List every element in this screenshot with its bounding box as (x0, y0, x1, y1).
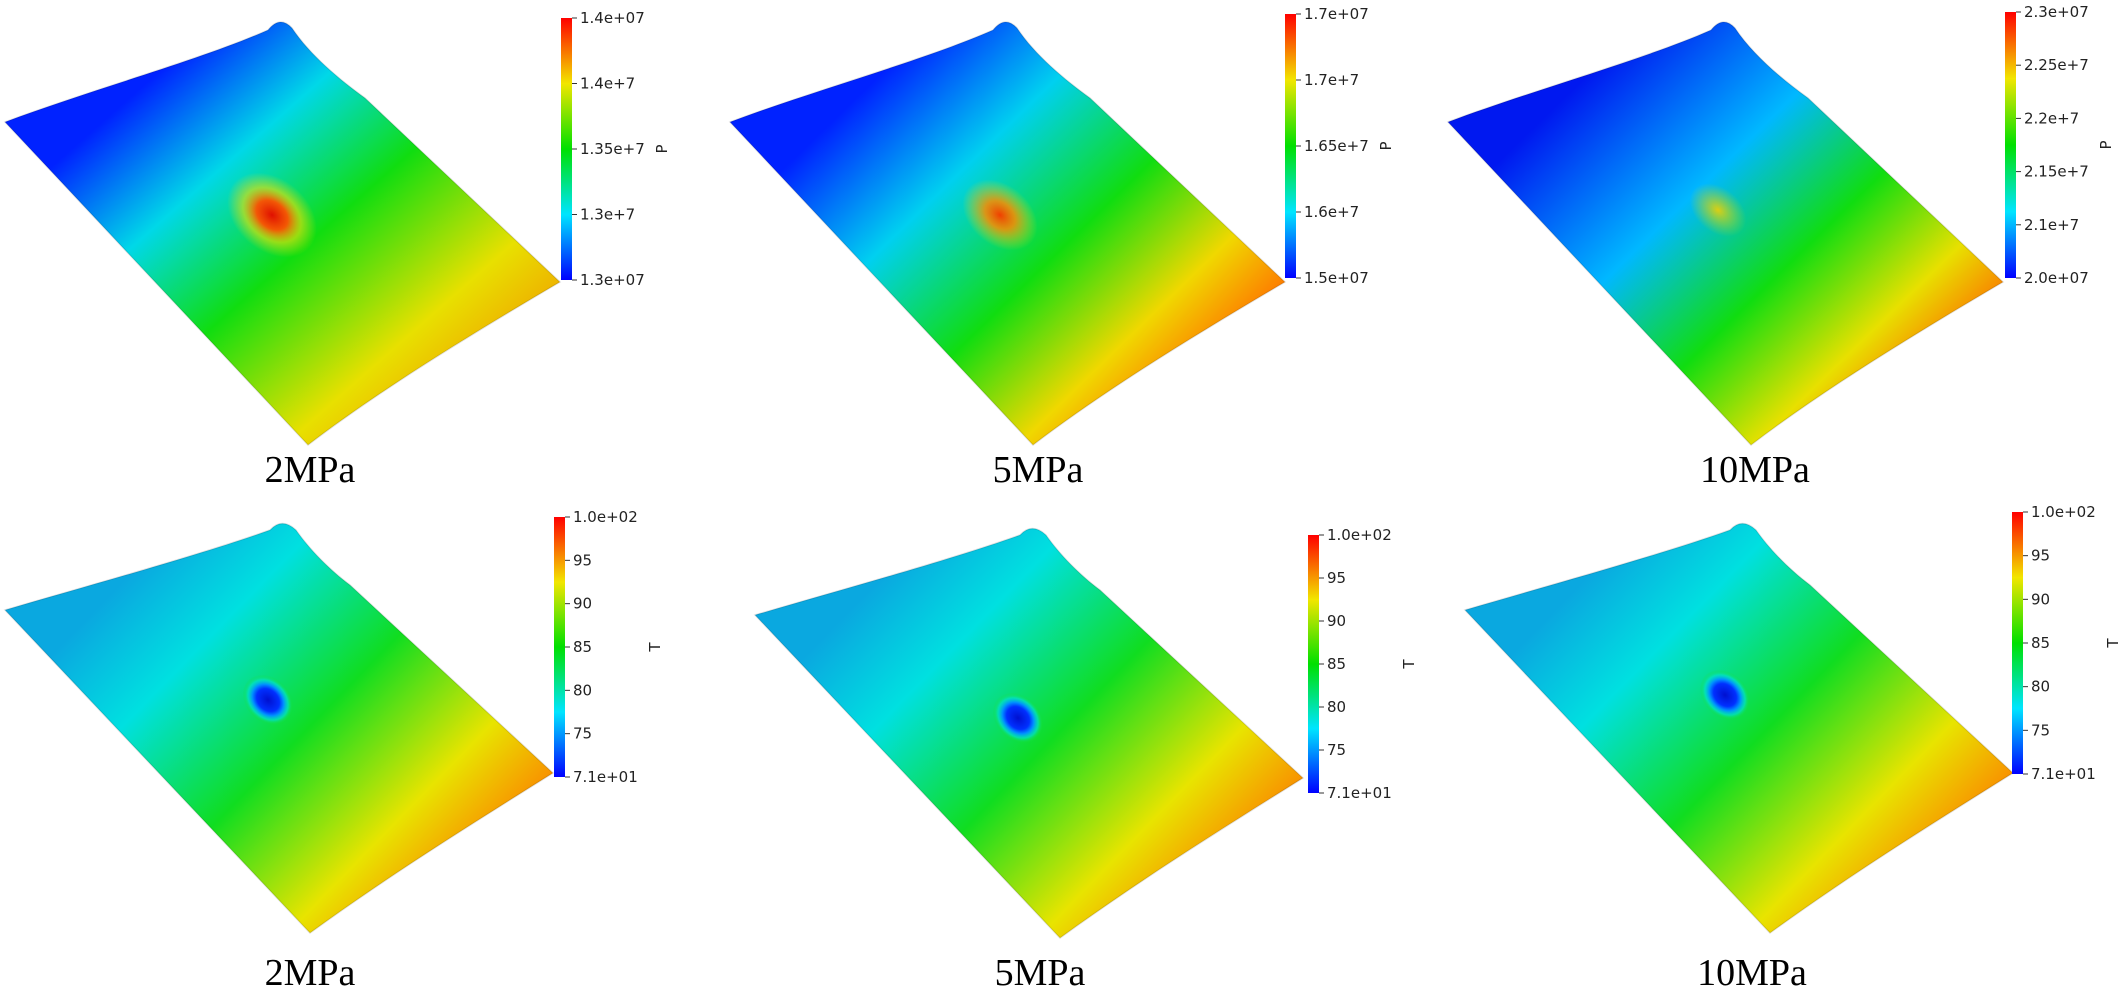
field-anomaly-spot (1689, 183, 1747, 237)
panel-caption: 2MPa (265, 952, 356, 989)
colorbar-gradient (2012, 512, 2023, 774)
colorbar-title: P (1377, 141, 1395, 150)
colorbar: 1.0e+02 95 90 85 80 75 7.1e+01 T (1308, 526, 1418, 802)
contour-panel: 1.4e+07 1.4e+7 1.35e+7 1.3e+7 1.3e+07 P 2MPa (4, 9, 671, 491)
contour-panel: 1.0e+02 95 90 85 80 75 7.1e+01 T 5MPa (754, 526, 1418, 989)
colorbar-tick-label: 85 (2031, 634, 2050, 652)
colorbar-title: P (2097, 140, 2115, 149)
colorbar-tick-label: 90 (2031, 590, 2050, 608)
field-surface (4, 21, 561, 446)
colorbar-tick-label: 1.35e+7 (580, 140, 645, 158)
colorbar-tick-label: 7.1e+01 (1327, 784, 1392, 802)
panel-caption: 5MPa (993, 449, 1084, 491)
colorbar-tick-label: 90 (1327, 612, 1346, 630)
colorbar-tick-label: 1.65e+7 (1304, 137, 1369, 155)
contour-panel: 2.3e+07 2.25e+7 2.2e+7 2.15e+7 2.1e+7 2.0e+07… (1447, 3, 2115, 491)
colorbar-tick-label: 95 (2031, 547, 2050, 565)
colorbar-tick-label: 1.6e+7 (1304, 203, 1359, 221)
contour-panel: 1.0e+02 95 90 85 80 75 7.1e+01 T 2MPa (4, 508, 664, 989)
colorbar-tick-label: 2.15e+7 (2024, 163, 2089, 181)
colorbar-gradient (1308, 535, 1319, 793)
panel-caption: 10MPa (1700, 449, 1810, 491)
field-anomaly-spot (242, 674, 294, 726)
colorbar-tick-label: 80 (573, 681, 592, 699)
colorbar-tick-label: 1.3e+7 (580, 206, 635, 224)
colorbar-tick-label: 80 (1327, 698, 1346, 716)
colorbar-gradient (561, 18, 572, 280)
colorbar-tick-label: 1.7e+07 (1304, 5, 1369, 23)
colorbar-gradient (1285, 14, 1296, 278)
field-anomaly-spot (227, 172, 317, 258)
contour-panel: 1.7e+07 1.7e+7 1.65e+7 1.6e+7 1.5e+07 P 5MPa (729, 5, 1395, 491)
colorbar-tick-label: 85 (573, 638, 592, 656)
field-surface (1447, 21, 2004, 446)
colorbar-title: T (1400, 659, 1418, 670)
colorbar-tick-label: 2.25e+7 (2024, 56, 2089, 74)
colorbar-tick-label: 7.1e+01 (573, 768, 638, 786)
colorbar: 1.4e+07 1.4e+7 1.35e+7 1.3e+7 1.3e+07 P (561, 9, 671, 289)
panel-caption: 2MPa (265, 449, 356, 491)
colorbar-title: T (2104, 638, 2122, 649)
colorbar-tick-label: 1.4e+07 (580, 9, 645, 27)
panel-caption: 10MPa (1697, 952, 1807, 989)
colorbar-tick-label: 1.4e+7 (580, 75, 635, 93)
colorbar-tick-label: 1.0e+02 (573, 508, 638, 526)
colorbar-tick-label: 95 (573, 551, 592, 569)
colorbar-tick-label: 2.1e+7 (2024, 216, 2079, 234)
colorbar-tick-label: 7.1e+01 (2031, 765, 2096, 783)
colorbar: 1.0e+02 95 90 85 80 75 7.1e+01 T (2012, 503, 2122, 783)
colorbar-tick-label: 80 (2031, 678, 2050, 696)
colorbar-tick-label: 75 (2031, 721, 2050, 739)
colorbar-tick-label: 2.2e+7 (2024, 109, 2079, 127)
colorbar-tick-label: 2.3e+07 (2024, 3, 2089, 21)
colorbar-tick-label: 2.0e+07 (2024, 269, 2089, 287)
field-anomaly-spot (1699, 669, 1751, 721)
colorbar-title: P (653, 144, 671, 153)
field-surface (1464, 522, 2014, 934)
colorbar-tick-label: 90 (573, 595, 592, 613)
panel-caption: 5MPa (995, 952, 1086, 989)
colorbar-tick-label: 75 (1327, 741, 1346, 759)
colorbar-gradient (554, 517, 565, 777)
field-surface (729, 21, 1286, 446)
colorbar-tick-label: 85 (1327, 655, 1346, 673)
colorbar-tick-label: 1.0e+02 (2031, 503, 2096, 521)
field-anomaly-spot (962, 179, 1038, 251)
field-surface (754, 527, 1304, 939)
colorbar: 1.7e+07 1.7e+7 1.65e+7 1.6e+7 1.5e+07 P (1285, 5, 1395, 287)
colorbar-tick-label: 75 (573, 725, 592, 743)
colorbar-tick-label: 95 (1327, 569, 1346, 587)
colorbar-tick-label: 1.3e+07 (580, 271, 645, 289)
colorbar-tick-label: 1.0e+02 (1327, 526, 1392, 544)
colorbar-tick-label: 1.7e+7 (1304, 71, 1359, 89)
colorbar-gradient (2005, 12, 2016, 278)
colorbar-title: T (646, 642, 664, 653)
contour-panel: 1.0e+02 95 90 85 80 75 7.1e+01 T 10MPa (1464, 503, 2122, 989)
colorbar: 2.3e+07 2.25e+7 2.2e+7 2.15e+7 2.1e+7 2.0e+07… (2005, 3, 2115, 287)
colorbar: 1.0e+02 95 90 85 80 75 7.1e+01 T (554, 508, 664, 786)
field-surface (4, 522, 554, 934)
colorbar-tick-label: 1.5e+07 (1304, 269, 1369, 287)
field-anomaly-spot (992, 692, 1044, 744)
